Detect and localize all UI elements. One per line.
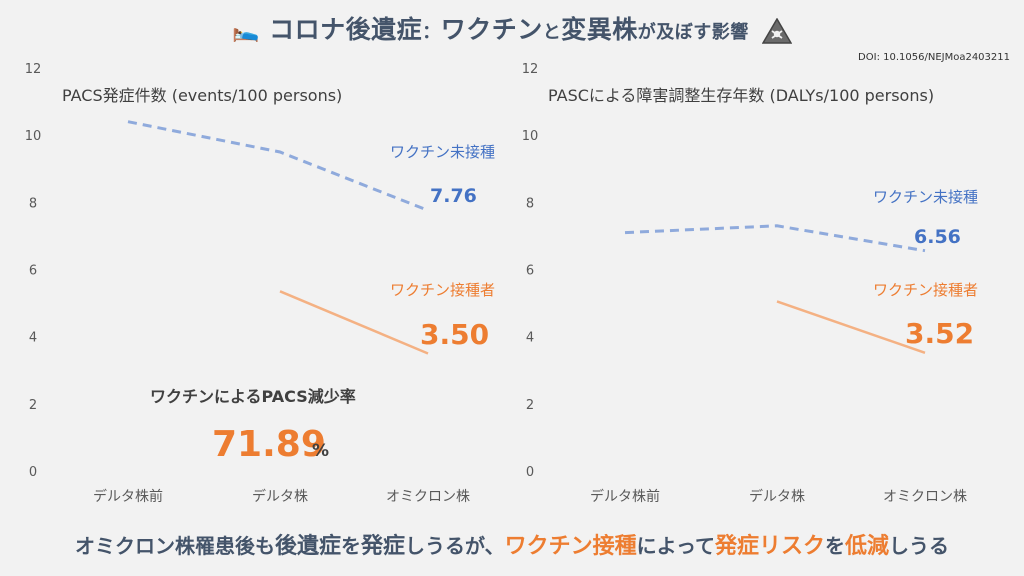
data-label-unvaccinated: 6.56 [914, 226, 961, 248]
reduction-rate-unit: % [312, 441, 329, 461]
y-tick-label: 2 [29, 398, 37, 413]
conclusion-part: によって [636, 534, 716, 558]
chart-pasc-dalys: PASCによる障害調整生存年数 (DALYs/100 persons) 0 2 4 6… [522, 62, 978, 505]
y-tick-label: 4 [29, 331, 37, 346]
y-tick-label: 10 [25, 129, 42, 144]
title-to: と [542, 22, 562, 43]
y-tick-label: 8 [29, 196, 37, 211]
series-line-unvaccinated [127, 120, 429, 212]
data-label-vaccinated: 3.50 [420, 318, 489, 351]
reduction-rate-label: ワクチンによるPACS減少率 [150, 387, 356, 406]
title-variant: 変異株 [561, 15, 638, 44]
series-line-unvaccinated [624, 224, 926, 253]
conclusion-part: を [340, 534, 361, 558]
reduction-rate-value: 71.89 [212, 424, 326, 465]
y-tick-label: 12 [522, 62, 539, 77]
x-tick-label: デルタ株 [749, 488, 805, 505]
conclusion-highlight: ワクチン接種 [504, 534, 637, 559]
x-tick-label: オミクロン株 [883, 489, 967, 505]
data-label-unvaccinated: 7.76 [430, 185, 477, 207]
slide-title: 🛌 コロナ後遺症：ワクチンと変異株が及ぼす影響 [0, 10, 1024, 46]
data-label-vaccinated: 3.52 [905, 317, 974, 350]
chart-title: PASCによる障害調整生存年数 (DALYs/100 persons) [548, 86, 934, 105]
biohazard-warning-icon [761, 18, 792, 44]
conclusion-part: しうる [889, 534, 950, 558]
title-rest: が及ぼす影響 [637, 22, 749, 43]
bed-icon: 🛌 [232, 18, 260, 44]
x-tick-label: オミクロン株 [386, 489, 470, 505]
y-tick-label: 0 [526, 465, 534, 480]
title-main: コロナ後遺症 [269, 15, 423, 44]
y-tick-label: 10 [522, 129, 539, 144]
y-tick-label: 6 [526, 264, 534, 279]
y-tick-label: 8 [526, 196, 534, 211]
y-tick-label: 6 [29, 264, 37, 279]
doi-reference: DOI: 10.1056/NEJMoa2403211 [858, 52, 1010, 63]
series-line-vaccinated [776, 300, 926, 354]
conclusion-text: オミクロン株罹患後も後遺症を発症しうるが、ワクチン接種によって発症リスクを低減し… [0, 528, 1024, 560]
chart-pacs-incidence: PACS発症件数 (events/100 persons) 024681012 … [25, 62, 495, 505]
title-separator: ： [422, 22, 441, 43]
y-tick-label: 12 [25, 62, 42, 77]
title-vaccine: ワクチン [440, 15, 543, 44]
y-tick-label: 2 [526, 398, 534, 413]
conclusion-part: 後遺症 [274, 534, 341, 559]
y-tick-label: 0 [29, 465, 37, 480]
x-tick-label: デルタ株前 [93, 488, 163, 505]
legend-unvaccinated: ワクチン未接種 [390, 143, 495, 161]
x-tick-label: デルタ株 [252, 488, 308, 505]
chart-title: PACS発症件数 (events/100 persons) [62, 86, 342, 105]
legend-vaccinated: ワクチン接種者 [390, 281, 495, 299]
y-tick-label: 4 [526, 331, 534, 346]
conclusion-part: しうるが、 [404, 534, 505, 558]
series-line-vaccinated [279, 290, 429, 355]
conclusion-part: 発症 [360, 534, 405, 559]
conclusion-highlight: 発症リスク [715, 534, 826, 559]
x-tick-label: デルタ株前 [590, 488, 660, 505]
legend-vaccinated: ワクチン接種者 [873, 281, 978, 299]
conclusion-part: オミクロン株罹患後も [74, 534, 275, 558]
conclusion-highlight: 低減 [845, 534, 890, 559]
conclusion-part: を [825, 534, 846, 558]
legend-unvaccinated: ワクチン未接種 [873, 188, 978, 206]
